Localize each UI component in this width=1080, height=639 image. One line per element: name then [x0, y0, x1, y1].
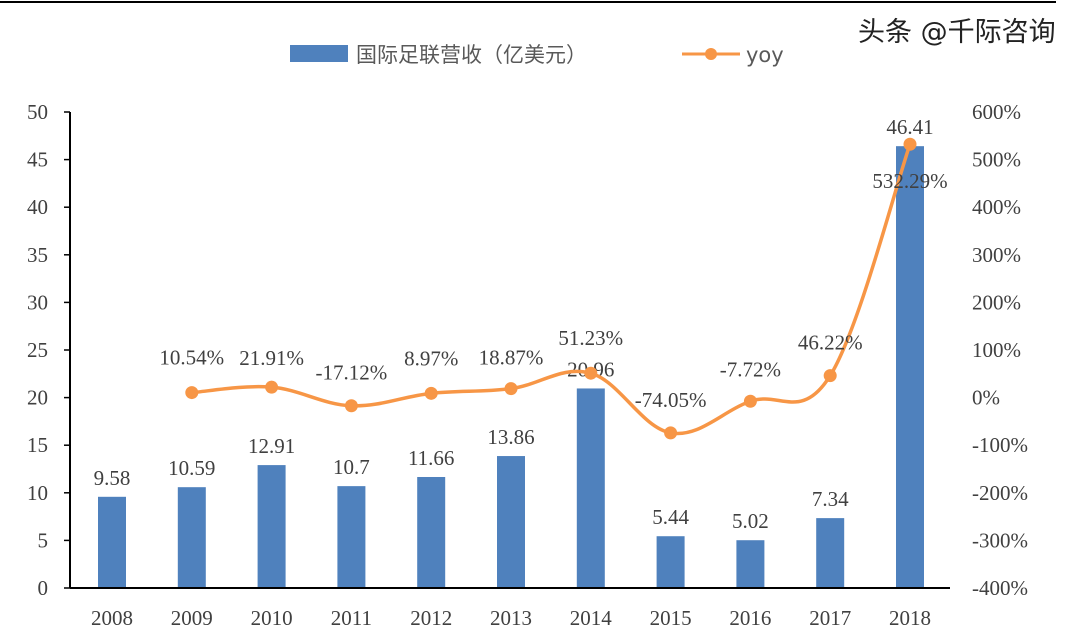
yoy-marker-2014 [584, 366, 598, 380]
right-axis-tick-label: -300% [972, 528, 1028, 552]
x-axis-tick-label: 2008 [91, 606, 133, 630]
yoy-marker-2010 [265, 380, 279, 394]
x-axis-tick-label: 2018 [889, 606, 931, 630]
right-axis-tick-label: -400% [972, 576, 1028, 600]
right-axis-tick-label: 400% [972, 195, 1021, 219]
yoy-label-2011: -17.12% [316, 361, 388, 385]
x-axis-tick-label: 2013 [490, 606, 532, 630]
bar-2011 [337, 486, 366, 588]
legend-bar-label: 国际足联营收（亿美元） [356, 43, 587, 67]
right-axis-tick-label: 0% [972, 386, 1000, 410]
left-axis-tick-label: 45 [27, 148, 48, 172]
bar-2012 [417, 476, 446, 588]
yoy-label-2016: -7.72% [720, 357, 781, 381]
right-axis-tick-label: -200% [972, 481, 1028, 505]
bar-2015 [656, 536, 685, 588]
bar-label-2009: 10.59 [168, 456, 215, 480]
x-axis-tick-label: 2014 [570, 606, 613, 630]
left-axis-tick-label: 0 [38, 576, 49, 600]
x-axis-tick-label: 2016 [729, 606, 771, 630]
yoy-label-2017: 46.22% [798, 331, 863, 355]
yoy-label-2018: 532.29% [872, 169, 947, 193]
yoy-label-2014: 51.23% [558, 326, 623, 350]
bar-label-2012: 11.66 [408, 446, 454, 470]
bar-2018 [896, 146, 924, 588]
bar-label-2008: 9.58 [94, 466, 131, 490]
x-axis-tick-label: 2015 [650, 606, 692, 630]
bar-label-2018: 46.41 [886, 115, 933, 139]
bar-label-2011: 10.7 [333, 455, 370, 479]
left-axis-tick-label: 10 [27, 481, 48, 505]
left-axis-tick-label: 40 [27, 195, 48, 219]
yoy-label-2012: 8.97% [404, 346, 458, 370]
watermark: 头条 @千际咨询 [858, 17, 1056, 48]
yoy-marker-2013 [504, 382, 518, 396]
yoy-marker-2011 [344, 399, 358, 413]
legend-bar-swatch [290, 45, 348, 62]
right-axis-tick-label: 100% [972, 338, 1021, 362]
bar-label-2017: 7.34 [812, 487, 849, 511]
bar-2016 [736, 540, 765, 588]
yoy-marker-2017 [823, 369, 837, 383]
yoy-label-2009: 10.54% [159, 346, 224, 370]
right-axis-tick-label: 500% [972, 148, 1021, 172]
left-axis-tick-label: 15 [27, 433, 48, 457]
yoy-marker-2012 [424, 386, 438, 400]
bar-label-2013: 13.86 [487, 425, 534, 449]
left-axis-tick-label: 30 [27, 290, 48, 314]
bar-label-2016: 5.02 [732, 509, 769, 533]
left-axis-tick-label: 25 [27, 338, 48, 362]
left-axis-tick-label: 50 [27, 100, 48, 124]
right-axis-tick-label: 300% [972, 243, 1021, 267]
yoy-marker-2009 [185, 386, 199, 400]
bar-2013 [497, 456, 525, 588]
yoy-label-2015: -74.05% [635, 388, 707, 412]
yoy-label-2010: 21.91% [239, 346, 304, 370]
right-axis-tick-label: -100% [972, 433, 1028, 457]
left-axis-tick-label: 5 [38, 528, 49, 552]
bar-label-2010: 12.91 [248, 434, 295, 458]
right-axis-tick-label: 200% [972, 290, 1021, 314]
legend-line-label: yoy [746, 43, 784, 67]
bar-2008 [98, 496, 126, 588]
bar-2017 [816, 518, 845, 588]
bar-2009 [177, 487, 206, 588]
x-axis-tick-label: 2011 [331, 606, 372, 630]
left-axis-tick-label: 35 [27, 243, 48, 267]
left-axis-tick-label: 20 [27, 386, 48, 410]
bar-2014 [576, 388, 605, 588]
legend-line-marker [705, 48, 717, 60]
x-axis-tick-label: 2012 [410, 606, 452, 630]
yoy-label-2013: 18.87% [479, 346, 544, 370]
yoy-line [191, 143, 912, 436]
right-axis-tick-label: 600% [972, 100, 1021, 124]
bar-2010 [257, 465, 286, 588]
yoy-marker-2015 [664, 426, 678, 440]
x-axis-tick-label: 2010 [251, 606, 293, 630]
yoy-marker-2016 [743, 394, 757, 408]
yoy-marker-2018 [903, 137, 917, 151]
bar-label-2015: 5.44 [652, 505, 689, 529]
x-axis-tick-label: 2009 [171, 606, 213, 630]
x-axis-tick-label: 2017 [809, 606, 851, 630]
